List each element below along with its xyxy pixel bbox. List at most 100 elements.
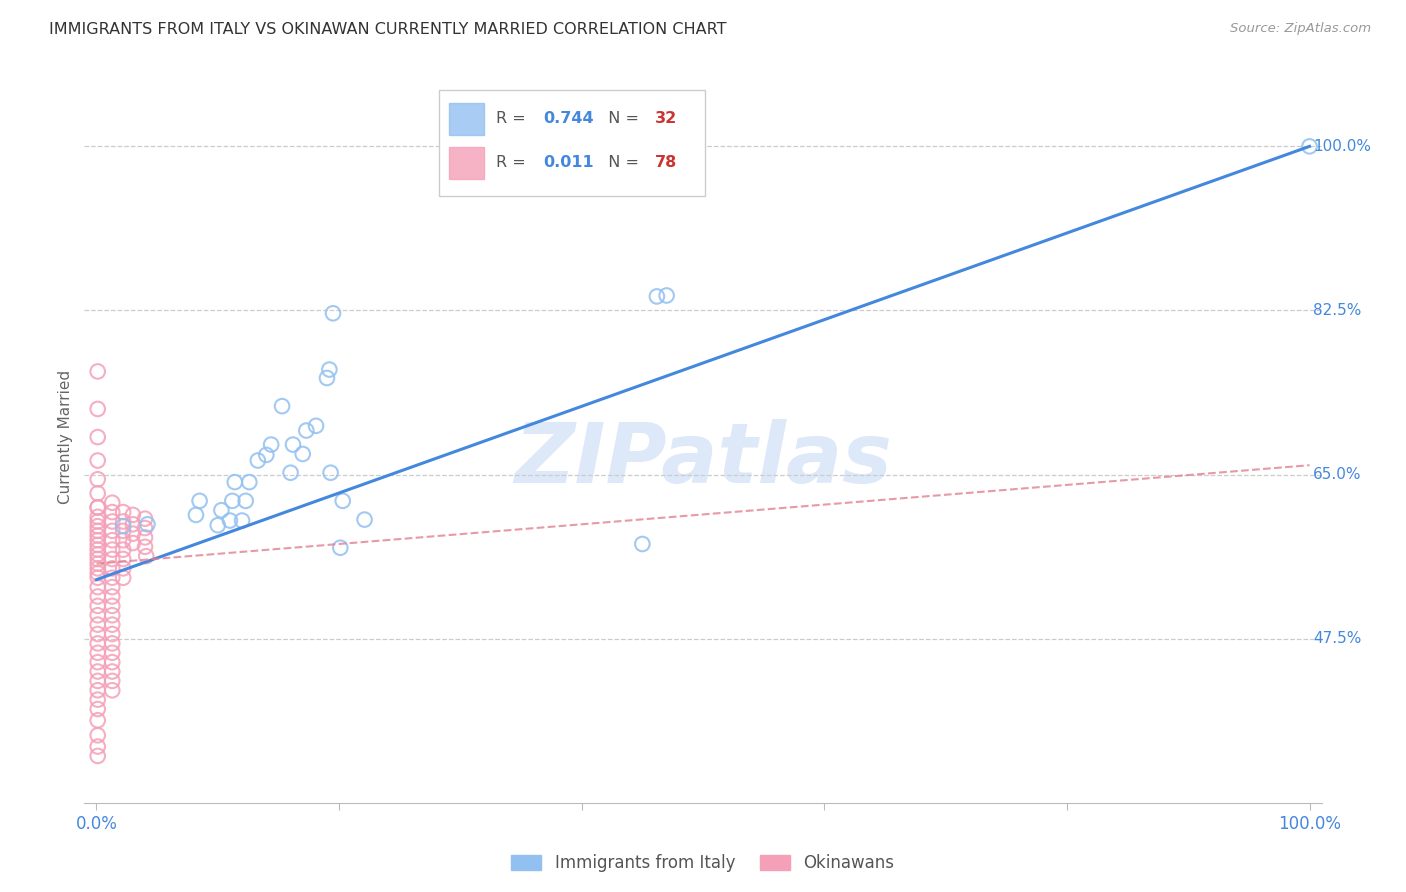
Point: [207, 518, 229, 533]
Point: [86, 748, 108, 763]
Point: [280, 466, 302, 480]
Point: [86, 538, 108, 552]
Point: [86, 561, 108, 575]
Point: [101, 524, 124, 538]
Point: [86, 500, 108, 515]
Point: [86, 728, 108, 742]
Text: IMMIGRANTS FROM ITALY VS OKINAWAN CURRENTLY MARRIED CORRELATION CHART: IMMIGRANTS FROM ITALY VS OKINAWAN CURREN…: [49, 22, 727, 37]
Point: [101, 646, 124, 660]
Legend: Immigrants from Italy, Okinawans: Immigrants from Italy, Okinawans: [505, 847, 901, 879]
Point: [235, 493, 257, 508]
Point: [86, 430, 108, 444]
Bar: [450, 146, 484, 179]
Text: 82.5%: 82.5%: [1313, 303, 1361, 318]
Point: [86, 608, 108, 623]
Point: [631, 537, 654, 551]
Point: [86, 646, 108, 660]
Point: [101, 590, 124, 604]
Point: [122, 517, 145, 532]
Text: 47.5%: 47.5%: [1313, 632, 1361, 646]
Point: [254, 448, 277, 462]
Point: [86, 713, 108, 727]
Point: [329, 541, 352, 555]
Point: [332, 493, 354, 508]
Point: [101, 496, 124, 510]
Point: [122, 526, 145, 541]
Point: [295, 424, 318, 438]
Text: 0.011: 0.011: [543, 155, 593, 170]
Point: [101, 627, 124, 641]
Point: [319, 466, 342, 480]
Point: [271, 399, 294, 413]
Point: [221, 493, 243, 508]
Point: [1298, 139, 1320, 153]
Point: [112, 524, 135, 538]
Point: [86, 702, 108, 716]
Point: [316, 371, 339, 385]
Bar: [450, 103, 484, 135]
Point: [86, 557, 108, 571]
Point: [112, 505, 135, 519]
Point: [112, 519, 135, 533]
Point: [86, 509, 108, 524]
Point: [101, 533, 124, 548]
Point: [134, 540, 156, 554]
Point: [86, 566, 108, 580]
Point: [219, 514, 242, 528]
Text: R =: R =: [496, 155, 531, 170]
Text: N =: N =: [598, 155, 644, 170]
Point: [86, 599, 108, 613]
Point: [305, 418, 328, 433]
Point: [86, 547, 108, 561]
Point: [86, 486, 108, 500]
Point: [134, 521, 156, 535]
Point: [101, 665, 124, 679]
Point: [101, 552, 124, 566]
Point: [122, 536, 145, 550]
Point: [322, 306, 344, 320]
Text: N =: N =: [598, 112, 644, 127]
Point: [86, 552, 108, 566]
Point: [101, 515, 124, 529]
Point: [318, 362, 340, 376]
Text: 65.0%: 65.0%: [1313, 467, 1361, 482]
Y-axis label: Currently Married: Currently Married: [58, 370, 73, 504]
Point: [281, 437, 304, 451]
Text: ZIPatlas: ZIPatlas: [515, 418, 891, 500]
Point: [86, 692, 108, 706]
Point: [86, 683, 108, 698]
Point: [655, 288, 678, 302]
Point: [135, 549, 157, 564]
Point: [101, 617, 124, 632]
Text: 32: 32: [655, 112, 678, 127]
Point: [86, 665, 108, 679]
Point: [260, 437, 283, 451]
Point: [86, 617, 108, 632]
Point: [112, 515, 135, 529]
Point: [231, 514, 253, 528]
Point: [112, 542, 135, 557]
Point: [246, 453, 269, 467]
Point: [238, 475, 260, 489]
Point: [86, 627, 108, 641]
Point: [86, 515, 108, 529]
Point: [645, 289, 668, 303]
Text: Source: ZipAtlas.com: Source: ZipAtlas.com: [1230, 22, 1371, 36]
Point: [224, 475, 246, 489]
Point: [86, 472, 108, 486]
Point: [86, 500, 108, 515]
Point: [112, 571, 135, 585]
Point: [101, 571, 124, 585]
Point: [112, 552, 135, 566]
Point: [86, 636, 108, 650]
Point: [188, 493, 211, 508]
Point: [101, 580, 124, 594]
Point: [86, 524, 108, 538]
Point: [86, 655, 108, 669]
Point: [101, 636, 124, 650]
Point: [122, 508, 145, 522]
Point: [86, 571, 108, 585]
Point: [86, 739, 108, 754]
Point: [101, 561, 124, 575]
Point: [86, 364, 108, 378]
